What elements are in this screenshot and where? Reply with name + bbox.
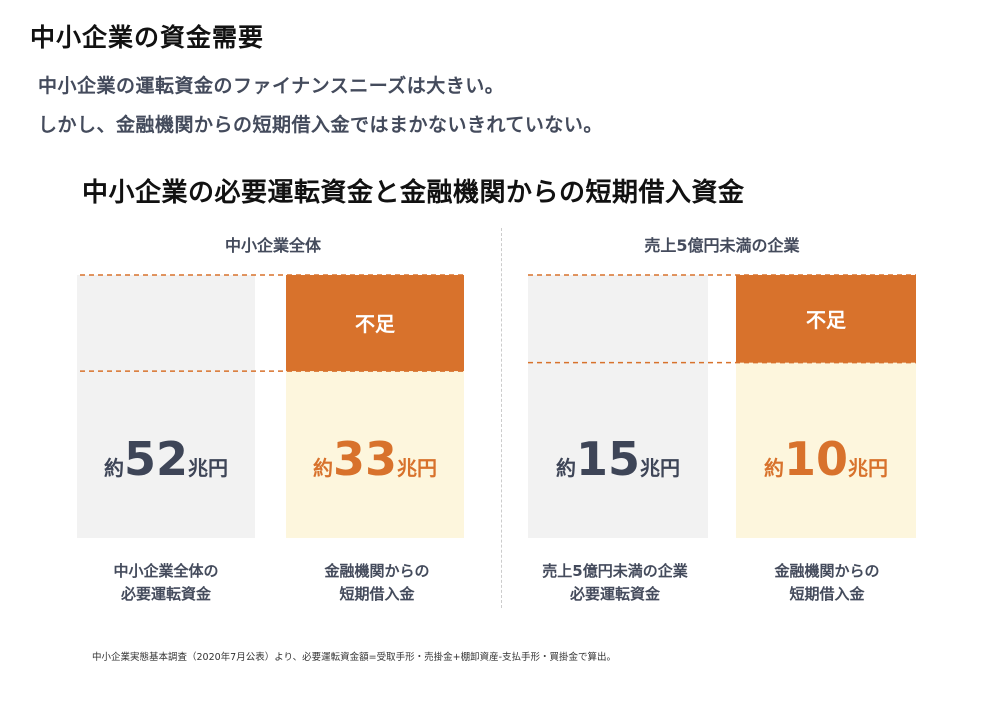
value-label-bank-loans: 約10兆円 bbox=[764, 432, 888, 486]
value-label-bank-loans: 約33兆円 bbox=[313, 432, 437, 486]
group-title-all-smes: 中小企業全体 bbox=[224, 236, 321, 255]
bar-label-line: 中小企業全体の bbox=[113, 562, 219, 580]
bar-required-funds bbox=[528, 275, 708, 538]
bar-required-funds bbox=[77, 275, 255, 538]
bar-bank-loans bbox=[286, 371, 464, 538]
shortfall-label: 不足 bbox=[806, 308, 847, 332]
chart-title: 中小企業の必要運転資金と金融機関からの短期借入資金 bbox=[82, 178, 745, 208]
value-label-required-funds: 約15兆円 bbox=[556, 432, 680, 486]
intro-line-2: しかし、金融機関からの短期借入金ではまかないきれていない。 bbox=[38, 114, 603, 136]
bar-label-line: 金融機関からの bbox=[324, 562, 430, 580]
shortfall-label: 不足 bbox=[355, 312, 396, 336]
bar-label-line: 売上5億円未満の企業 bbox=[542, 562, 688, 580]
bar-bank-loans bbox=[736, 362, 916, 538]
value-label-required-funds: 約52兆円 bbox=[104, 432, 228, 486]
group-divider bbox=[501, 228, 502, 608]
bar-label-line: 必要運転資金 bbox=[120, 585, 211, 603]
bar-label-required-funds-small: 売上5億円未満の企業 必要運転資金 bbox=[515, 560, 715, 606]
bar-label-line: 短期借入金 bbox=[339, 585, 415, 603]
bar-label-bank-loans-small: 金融機関からの 短期借入金 bbox=[727, 560, 927, 606]
group-title-small-firms: 売上5億円未満の企業 bbox=[644, 236, 800, 255]
bar-label-line: 金融機関からの bbox=[774, 562, 880, 580]
intro-line-1: 中小企業の運転資金のファイナンスニーズは大きい。 bbox=[38, 75, 505, 97]
bar-label-required-funds-all: 中小企業全体の 必要運転資金 bbox=[66, 560, 266, 606]
footnote: 中小企業実態基本調査（2020年7月公表）より、必要運転資金額=受取手形・売掛金… bbox=[92, 652, 617, 663]
page-title: 中小企業の資金需要 bbox=[30, 23, 265, 52]
bar-shortfall bbox=[286, 275, 464, 372]
bar-label-line: 短期借入金 bbox=[789, 585, 865, 603]
bar-shortfall bbox=[736, 275, 916, 363]
bar-label-bank-loans-all: 金融機関からの 短期借入金 bbox=[277, 560, 477, 606]
bar-label-line: 必要運転資金 bbox=[569, 585, 660, 603]
